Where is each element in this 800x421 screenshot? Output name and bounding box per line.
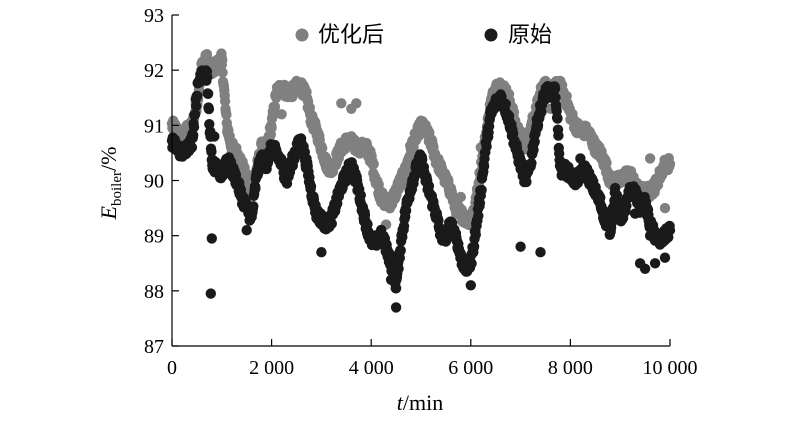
- outlier-point: [209, 131, 220, 142]
- outlier-point: [385, 274, 397, 285]
- data-point: [500, 98, 511, 110]
- outlier-point: [639, 263, 651, 274]
- data-point: [595, 192, 606, 203]
- data-point: [664, 225, 676, 236]
- data-point: [468, 241, 480, 252]
- legend-label-optimized: 优化后: [318, 23, 384, 48]
- outlier-point: [535, 247, 546, 258]
- legend-marker-original: [484, 28, 498, 42]
- y-tick-label: 89: [144, 226, 164, 248]
- legend-marker-optimized: [295, 28, 309, 42]
- outlier-point: [515, 241, 526, 252]
- data-point: [470, 229, 481, 240]
- data-point: [186, 142, 198, 153]
- y-tick-label: 91: [144, 115, 164, 137]
- series-1: [166, 65, 676, 313]
- outlier-point: [206, 233, 217, 244]
- outlier-point: [241, 225, 252, 236]
- outlier-point: [659, 202, 671, 214]
- data-point: [219, 96, 231, 107]
- outlier-point: [205, 288, 216, 299]
- data-point: [664, 158, 676, 170]
- outlier-point: [336, 98, 347, 109]
- y-axis-label: Eboiler/%: [96, 147, 125, 221]
- outlier-point: [644, 153, 656, 164]
- outlier-point: [575, 153, 586, 164]
- data-point: [250, 183, 261, 194]
- x-axis-label: t/min: [397, 390, 443, 415]
- x-tick-label: 4 000: [349, 357, 394, 379]
- x-tick-label: 6 000: [448, 357, 493, 379]
- data-point: [188, 130, 199, 141]
- axes: [171, 14, 671, 347]
- y-tick-label: 93: [144, 5, 164, 27]
- legend-label-original: 原始: [508, 23, 552, 48]
- y-tick-label: 88: [144, 281, 164, 303]
- outlier-point: [390, 302, 402, 313]
- data-point: [549, 83, 561, 95]
- data-point: [552, 113, 563, 124]
- legend: 优化后 原始: [295, 23, 552, 48]
- data-point: [326, 218, 337, 229]
- outlier-point: [659, 252, 671, 263]
- data-point: [529, 136, 540, 147]
- data-point: [305, 181, 317, 192]
- outlier-point: [216, 59, 227, 70]
- y-tick-label: 90: [144, 171, 164, 193]
- data-point: [473, 210, 484, 222]
- data-point: [526, 157, 537, 169]
- data-point: [481, 141, 492, 152]
- tick-labels: 87 88 89 90 91 92 93 0 2 000 4 000 6 000 8 000 10 00…: [144, 5, 698, 379]
- x-tick-label: 10 000: [643, 357, 698, 379]
- data-point: [521, 176, 532, 188]
- data-point: [190, 109, 201, 120]
- data-point: [203, 103, 215, 115]
- data-point: [221, 109, 232, 120]
- data-point: [393, 263, 404, 274]
- outlier-point: [276, 109, 287, 120]
- outlier-point: [316, 247, 327, 258]
- data-point: [206, 146, 217, 157]
- data-point: [394, 252, 405, 264]
- data-point: [269, 101, 281, 112]
- outlier-point: [465, 280, 476, 291]
- data-point: [248, 201, 259, 212]
- y-tick-label: 87: [144, 336, 164, 358]
- data-point: [607, 214, 618, 226]
- x-tick-label: 0: [167, 357, 177, 379]
- y-tick-label: 92: [144, 60, 164, 82]
- data-point: [474, 197, 486, 209]
- outlier-point: [455, 191, 466, 203]
- points-layer: [166, 48, 676, 313]
- data-point: [368, 158, 379, 170]
- data-point: [390, 283, 402, 294]
- data-point: [192, 90, 203, 102]
- x-tick-label: 2 000: [249, 357, 294, 379]
- data-point: [395, 245, 406, 256]
- data-point: [553, 130, 564, 141]
- data-point: [190, 100, 202, 112]
- data-point: [355, 190, 366, 201]
- data-point: [202, 88, 214, 100]
- data-point: [478, 161, 490, 172]
- data-point: [266, 122, 277, 134]
- data-point: [466, 258, 477, 269]
- data-point: [476, 184, 487, 196]
- data-point: [188, 121, 200, 133]
- outlier-point: [351, 98, 362, 109]
- data-point: [217, 67, 228, 78]
- data-point: [202, 72, 213, 83]
- x-tick-label: 8 000: [548, 357, 593, 379]
- outlier-point: [629, 208, 641, 219]
- outlier-point: [649, 258, 661, 269]
- outlier-point: [644, 230, 656, 241]
